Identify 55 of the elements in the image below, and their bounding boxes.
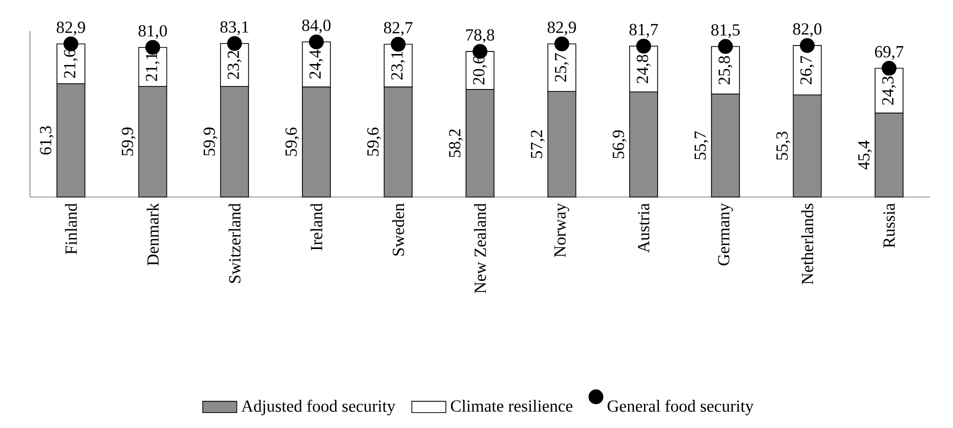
data-label: 58,2 — [449, 129, 463, 158]
x-tick-label: Russia — [883, 203, 895, 248]
data-label: 24,3 — [882, 76, 896, 105]
x-tick-label: Finland — [64, 203, 77, 254]
data-label: 82,9 — [56, 22, 86, 36]
point — [227, 36, 242, 51]
data-label: 45,4 — [858, 140, 872, 170]
data-label: 55,3 — [776, 132, 790, 160]
data-label: 84,0 — [302, 20, 331, 34]
x-tick-label: Austria — [638, 203, 650, 253]
data-label: 59,6 — [367, 128, 382, 156]
data-label: 21,1 — [146, 53, 160, 81]
legend-label: Adjusted food security — [241, 400, 396, 416]
data-label: 82,9 — [548, 22, 576, 36]
data-label: 24,4 — [309, 50, 324, 78]
x-tick-label: Switzerland — [228, 203, 240, 283]
data-label: 23,2 — [228, 51, 242, 80]
point — [882, 60, 896, 76]
data-label: 55,7 — [694, 131, 708, 160]
point — [308, 34, 324, 50]
x-tick-label: Norway — [554, 203, 570, 258]
data-label: 59,6 — [285, 128, 300, 156]
data-label: 78,8 — [466, 29, 494, 44]
data-label: 61,3 — [40, 126, 54, 154]
point — [390, 36, 406, 52]
x-tick-label: Germany — [718, 203, 733, 266]
data-label: 82,7 — [384, 22, 413, 36]
data-label: 25,7 — [554, 53, 569, 82]
data-label: 57,2 — [530, 130, 545, 158]
point — [718, 39, 733, 54]
legend-label: Climate resilience — [450, 400, 572, 412]
point — [636, 38, 652, 54]
data-label: 81,7 — [629, 24, 658, 38]
point — [64, 36, 78, 52]
x-tick-label: Denmark — [146, 203, 159, 266]
x-tick-label: Netherlands — [801, 204, 814, 284]
x-tick-label: Ireland — [310, 203, 322, 250]
data-label: 23,1 — [391, 52, 406, 80]
data-label: 83,1 — [220, 21, 248, 36]
data-label: 56,9 — [612, 130, 627, 158]
data-label: 69,7 — [875, 46, 904, 60]
point — [554, 36, 570, 52]
data-label: 59,9 — [122, 128, 136, 156]
data-label: 26,7 — [800, 56, 814, 84]
legend-label: General food security — [608, 400, 754, 416]
x-tick-label: Sweden — [392, 203, 404, 256]
data-label: 82,0 — [793, 23, 822, 38]
data-label: 81,0 — [138, 25, 167, 39]
data-label: 24,8 — [636, 54, 651, 84]
point — [145, 40, 160, 55]
point — [800, 38, 815, 53]
data-label: 81,5 — [711, 24, 740, 38]
data-label: 25,8 — [718, 56, 732, 84]
data-label: 59,9 — [204, 128, 218, 156]
x-tick-label: New Zealand — [474, 203, 486, 294]
